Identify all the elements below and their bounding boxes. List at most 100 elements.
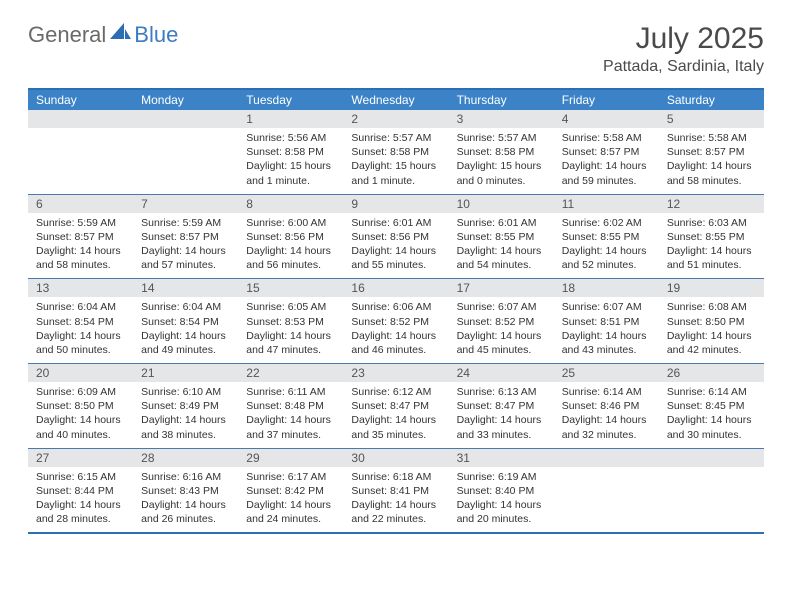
day-cell: 14Sunrise: 6:04 AMSunset: 8:54 PMDayligh… (133, 279, 238, 363)
day-number: 8 (238, 195, 343, 213)
daylight-line-1: Daylight: 15 hours (246, 159, 335, 173)
day-number: 19 (659, 279, 764, 297)
sunrise-line: Sunrise: 5:57 AM (457, 131, 546, 145)
daylight-line-2: and 1 minute. (351, 174, 440, 188)
day-details: Sunrise: 6:13 AMSunset: 8:47 PMDaylight:… (449, 382, 554, 442)
daylight-line-1: Daylight: 14 hours (351, 244, 440, 258)
sunrise-line: Sunrise: 6:08 AM (667, 300, 756, 314)
day-details: Sunrise: 5:57 AMSunset: 8:58 PMDaylight:… (343, 128, 448, 188)
logo-sail-icon (110, 23, 132, 41)
daylight-line-2: and 54 minutes. (457, 258, 546, 272)
location-text: Pattada, Sardinia, Italy (603, 58, 764, 76)
sunset-line: Sunset: 8:57 PM (141, 230, 230, 244)
day-details: Sunrise: 6:04 AMSunset: 8:54 PMDaylight:… (28, 297, 133, 357)
day-details: Sunrise: 6:07 AMSunset: 8:52 PMDaylight:… (449, 297, 554, 357)
sunrise-line: Sunrise: 6:18 AM (351, 470, 440, 484)
weekday-label: Saturday (659, 90, 764, 110)
daylight-line-2: and 50 minutes. (36, 343, 125, 357)
calendar-page: General Blue July 2025 Pattada, Sardinia… (0, 0, 792, 556)
daylight-line-1: Daylight: 14 hours (246, 244, 335, 258)
day-number: 31 (449, 449, 554, 467)
day-number: 6 (28, 195, 133, 213)
sunrise-line: Sunrise: 6:02 AM (562, 216, 651, 230)
sunrise-line: Sunrise: 6:03 AM (667, 216, 756, 230)
sunset-line: Sunset: 8:42 PM (246, 484, 335, 498)
sunset-line: Sunset: 8:48 PM (246, 399, 335, 413)
sunset-line: Sunset: 8:40 PM (457, 484, 546, 498)
day-cell: 15Sunrise: 6:05 AMSunset: 8:53 PMDayligh… (238, 279, 343, 363)
sunrise-line: Sunrise: 6:06 AM (351, 300, 440, 314)
sunset-line: Sunset: 8:47 PM (351, 399, 440, 413)
sunrise-line: Sunrise: 6:14 AM (667, 385, 756, 399)
daylight-line-1: Daylight: 15 hours (351, 159, 440, 173)
sunrise-line: Sunrise: 6:01 AM (351, 216, 440, 230)
daylight-line-1: Daylight: 14 hours (141, 498, 230, 512)
day-number: 16 (343, 279, 448, 297)
sunrise-line: Sunrise: 6:13 AM (457, 385, 546, 399)
daylight-line-2: and 0 minutes. (457, 174, 546, 188)
daylight-line-2: and 58 minutes. (667, 174, 756, 188)
day-details: Sunrise: 5:56 AMSunset: 8:58 PMDaylight:… (238, 128, 343, 188)
daylight-line-1: Daylight: 14 hours (562, 159, 651, 173)
daylight-line-2: and 22 minutes. (351, 512, 440, 526)
daylight-line-1: Daylight: 14 hours (246, 413, 335, 427)
day-cell: 8Sunrise: 6:00 AMSunset: 8:56 PMDaylight… (238, 195, 343, 279)
day-details: Sunrise: 6:04 AMSunset: 8:54 PMDaylight:… (133, 297, 238, 357)
day-details: Sunrise: 6:17 AMSunset: 8:42 PMDaylight:… (238, 467, 343, 527)
day-details: Sunrise: 6:01 AMSunset: 8:55 PMDaylight:… (449, 213, 554, 273)
week-row: 6Sunrise: 5:59 AMSunset: 8:57 PMDaylight… (28, 194, 764, 279)
weekday-label: Tuesday (238, 90, 343, 110)
daylight-line-2: and 1 minute. (246, 174, 335, 188)
daylight-line-2: and 26 minutes. (141, 512, 230, 526)
day-number: 14 (133, 279, 238, 297)
daylight-line-1: Daylight: 14 hours (141, 244, 230, 258)
weekday-label: Friday (554, 90, 659, 110)
daylight-line-2: and 40 minutes. (36, 428, 125, 442)
sunset-line: Sunset: 8:44 PM (36, 484, 125, 498)
daylight-line-1: Daylight: 14 hours (36, 413, 125, 427)
sunset-line: Sunset: 8:51 PM (562, 315, 651, 329)
sunset-line: Sunset: 8:58 PM (246, 145, 335, 159)
page-header: General Blue July 2025 Pattada, Sardinia… (28, 22, 764, 76)
daylight-line-1: Daylight: 14 hours (667, 244, 756, 258)
sunrise-line: Sunrise: 6:05 AM (246, 300, 335, 314)
daylight-line-2: and 24 minutes. (246, 512, 335, 526)
weekday-label: Monday (133, 90, 238, 110)
day-details: Sunrise: 5:57 AMSunset: 8:58 PMDaylight:… (449, 128, 554, 188)
empty-day-header (659, 449, 764, 467)
daylight-line-2: and 58 minutes. (36, 258, 125, 272)
day-number: 28 (133, 449, 238, 467)
daylight-line-1: Daylight: 14 hours (351, 329, 440, 343)
day-cell (554, 449, 659, 533)
sunrise-line: Sunrise: 6:12 AM (351, 385, 440, 399)
day-cell: 27Sunrise: 6:15 AMSunset: 8:44 PMDayligh… (28, 449, 133, 533)
daylight-line-1: Daylight: 14 hours (457, 244, 546, 258)
sunset-line: Sunset: 8:57 PM (562, 145, 651, 159)
day-cell: 11Sunrise: 6:02 AMSunset: 8:55 PMDayligh… (554, 195, 659, 279)
sunrise-line: Sunrise: 6:16 AM (141, 470, 230, 484)
calendar-grid: SundayMondayTuesdayWednesdayThursdayFrid… (28, 88, 764, 534)
daylight-line-2: and 47 minutes. (246, 343, 335, 357)
daylight-line-1: Daylight: 15 hours (457, 159, 546, 173)
day-number: 27 (28, 449, 133, 467)
day-number: 23 (343, 364, 448, 382)
day-cell (28, 110, 133, 194)
daylight-line-1: Daylight: 14 hours (667, 329, 756, 343)
day-details: Sunrise: 5:59 AMSunset: 8:57 PMDaylight:… (133, 213, 238, 273)
logo: General Blue (28, 22, 178, 48)
sunrise-line: Sunrise: 5:58 AM (562, 131, 651, 145)
sunset-line: Sunset: 8:55 PM (667, 230, 756, 244)
day-details: Sunrise: 6:07 AMSunset: 8:51 PMDaylight:… (554, 297, 659, 357)
day-number: 5 (659, 110, 764, 128)
day-cell: 19Sunrise: 6:08 AMSunset: 8:50 PMDayligh… (659, 279, 764, 363)
weeks-container: 1Sunrise: 5:56 AMSunset: 8:58 PMDaylight… (28, 110, 764, 532)
day-cell: 24Sunrise: 6:13 AMSunset: 8:47 PMDayligh… (449, 364, 554, 448)
sunrise-line: Sunrise: 6:04 AM (36, 300, 125, 314)
day-cell: 4Sunrise: 5:58 AMSunset: 8:57 PMDaylight… (554, 110, 659, 194)
day-cell: 16Sunrise: 6:06 AMSunset: 8:52 PMDayligh… (343, 279, 448, 363)
sunrise-line: Sunrise: 6:01 AM (457, 216, 546, 230)
day-number: 18 (554, 279, 659, 297)
week-row: 20Sunrise: 6:09 AMSunset: 8:50 PMDayligh… (28, 363, 764, 448)
sunset-line: Sunset: 8:52 PM (457, 315, 546, 329)
day-details: Sunrise: 5:58 AMSunset: 8:57 PMDaylight:… (659, 128, 764, 188)
